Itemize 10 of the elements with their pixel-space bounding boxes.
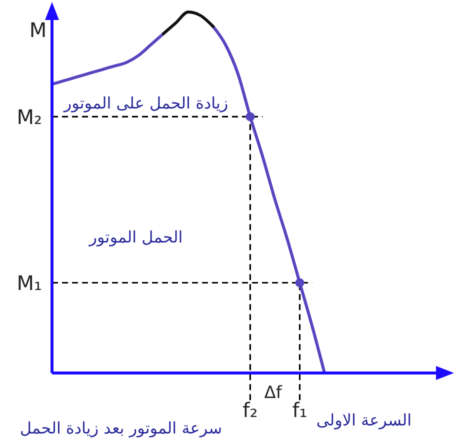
y-axis-title: M: [29, 18, 47, 42]
text: Δf: [264, 382, 282, 404]
annotation: الحمل الموتور: [89, 227, 183, 247]
ref-line-label: M₂: [16, 104, 42, 129]
x-tick-label: f₂: [242, 398, 258, 422]
text: السرعة الاولى: [316, 410, 412, 430]
text: سرعة الموتور بعد زيادة الحمل: [20, 418, 222, 438]
x-tick-label: f₁: [292, 398, 308, 422]
annotation: زيادة الحمل على الموتور: [64, 93, 228, 113]
ref-line-label: M₁: [16, 270, 42, 295]
